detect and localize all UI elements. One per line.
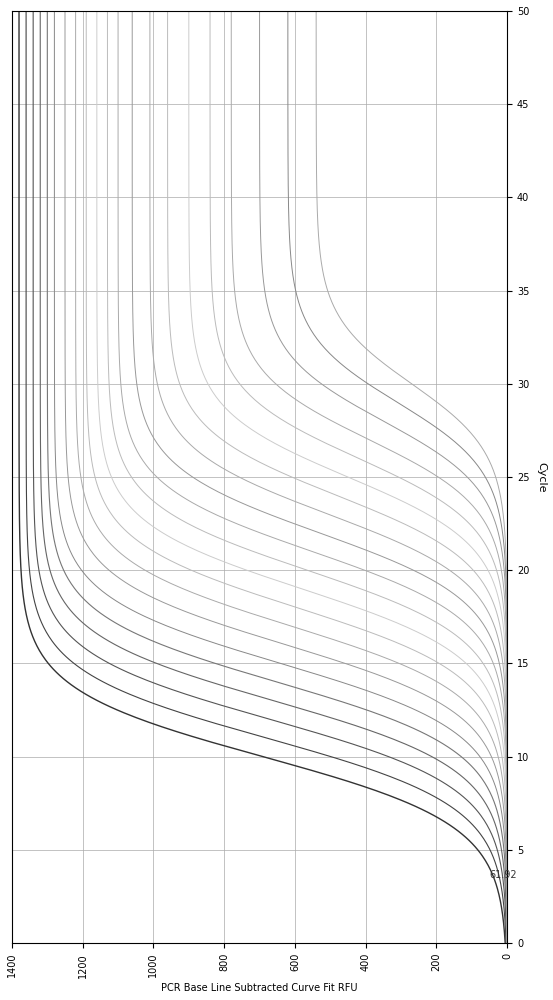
X-axis label: PCR Base Line Subtracted Curve Fit RFU: PCR Base Line Subtracted Curve Fit RFU	[161, 983, 358, 993]
Y-axis label: Cycle: Cycle	[536, 462, 546, 492]
Text: 61.92: 61.92	[489, 870, 517, 880]
